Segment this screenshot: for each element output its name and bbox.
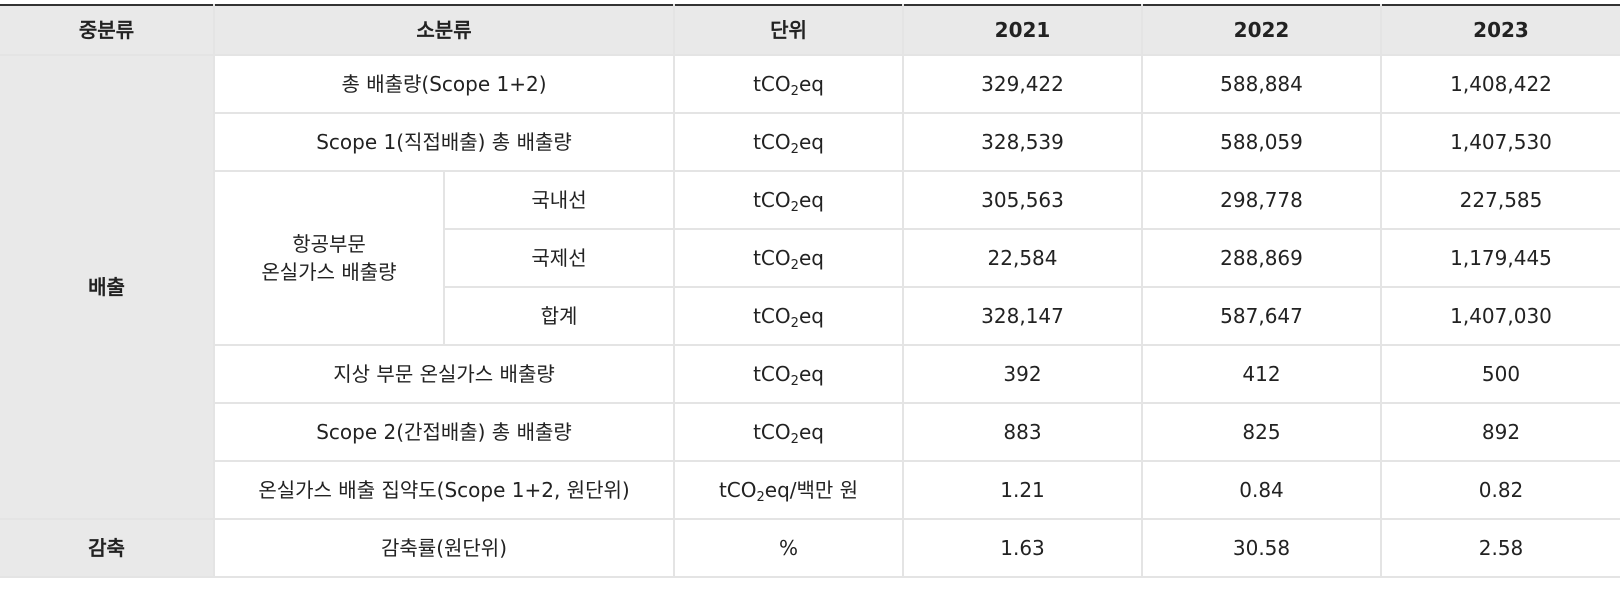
unit-subscript: 2 (790, 84, 799, 99)
value-cell: 22,584 (902, 228, 1144, 288)
row-label-total-scope12: 총 배출량(Scope 1+2) (212, 54, 676, 114)
unit-cell: tCO2eq (673, 54, 905, 114)
value-cell: 883 (902, 402, 1144, 462)
unit-subscript: 2 (756, 490, 765, 505)
category-reduction: 감축 (0, 518, 215, 578)
value-cell: 298,778 (1141, 170, 1383, 230)
row-label-intensity: 온실가스 배출 집약도(Scope 1+2, 원단위) (214, 460, 676, 520)
value-cell: 30.58 (1141, 518, 1383, 578)
value-cell: 1.21 (902, 460, 1144, 520)
value-cell: 588,884 (1141, 54, 1383, 114)
value-cell: 1,407,030 (1380, 286, 1620, 346)
header-year-2023: 2023 (1380, 5, 1620, 56)
unit-cell: tCO2eq (673, 402, 905, 462)
value-cell: 500 (1380, 344, 1620, 404)
row-label-reduction-rate: 감축률(원단위) (212, 518, 676, 578)
unit-cell: tCO2eq (673, 344, 905, 404)
table-row: Scope 2(간접배출) 총 배출량 tCO2eq 883 825 892 (0, 402, 1620, 462)
unit-prefix: tCO (753, 246, 791, 270)
unit-cell: tCO2eq (673, 228, 905, 288)
header-year-2021: 2021 (902, 5, 1144, 56)
header-mid-category: 중분류 (0, 5, 215, 56)
value-cell: 227,585 (1380, 170, 1620, 230)
unit-cell: tCO2eq (673, 112, 905, 172)
value-cell: 588,059 (1141, 112, 1383, 172)
unit-prefix: tCO (753, 304, 791, 328)
table-row: 감축 감축률(원단위) % 1.63 30.58 2.58 (0, 518, 1620, 578)
aviation-label-line1: 항공부문 (292, 232, 366, 256)
value-cell: 1,407,530 (1380, 112, 1620, 172)
unit-prefix: tCO (718, 478, 757, 502)
table-row: 합계 tCO2eq 328,147 587,647 1,407,030 (0, 286, 1620, 346)
value-cell: 0.82 (1380, 460, 1620, 520)
unit-subscript: 2 (790, 316, 799, 331)
value-cell: 587,647 (1141, 286, 1383, 346)
value-cell: 288,869 (1141, 228, 1383, 288)
unit-suffix: eq (798, 72, 824, 96)
table-row: 지상 부문 온실가스 배출량 tCO2eq 392 412 500 (0, 344, 1620, 404)
unit-prefix: tCO (753, 130, 791, 154)
unit-suffix: eq (798, 246, 824, 270)
value-cell: 1,179,445 (1380, 228, 1620, 288)
table-row: 항공부문 온실가스 배출량 국내선 tCO2eq 305,563 298,778 … (0, 170, 1620, 346)
row-label-scope2-total: Scope 2(간접배출) 총 배출량 (214, 402, 676, 462)
header-row: 중분류 소분류 단위 2021 2022 2023 (0, 5, 1620, 56)
unit-prefix: tCO (753, 362, 791, 386)
unit-subscript: 2 (790, 374, 799, 389)
value-cell: 328,539 (902, 112, 1144, 172)
value-cell: 1.63 (902, 518, 1144, 578)
value-cell: 305,563 (902, 170, 1144, 230)
unit-cell: tCO2eq (673, 170, 905, 230)
row-label-domestic: 국내선 (442, 170, 676, 230)
table-row: 온실가스 배출 집약도(Scope 1+2, 원단위) tCO2eq/백만 원 … (0, 460, 1620, 520)
aviation-label-line2: 온실가스 배출량 (261, 260, 397, 284)
unit-cell-percent: % (673, 518, 905, 578)
ghg-emissions-table: 중분류 소분류 단위 2021 2022 2023 배출 총 배출량(Scope… (0, 4, 1620, 578)
table-row: 국제선 tCO2eq 22,584 288,869 1,179,445 (0, 228, 1620, 288)
value-cell: 412 (1141, 344, 1383, 404)
unit-suffix: eq (798, 188, 824, 212)
unit-suffix: eq (798, 362, 824, 386)
unit-prefix: tCO (753, 188, 791, 212)
header-unit: 단위 (673, 5, 905, 56)
table-row: 배출 총 배출량(Scope 1+2) tCO2eq 329,422 588,8… (0, 54, 1620, 520)
unit-intensity-suffix: eq/백만 원 (764, 478, 859, 502)
header-year-2022: 2022 (1141, 5, 1383, 56)
value-cell: 329,422 (902, 54, 1144, 114)
row-label-ground: 지상 부문 온실가스 배출량 (214, 344, 676, 404)
unit-subscript: 2 (790, 432, 799, 447)
value-cell: 892 (1380, 402, 1620, 462)
value-cell: 1,408,422 (1380, 54, 1620, 114)
row-label-scope1-total: Scope 1(직접배출) 총 배출량 (214, 112, 676, 172)
unit-cell: tCO2eq/백만 원 (673, 460, 905, 520)
header-sub-category: 소분류 (212, 5, 676, 56)
row-label-subtotal: 합계 (444, 286, 676, 346)
unit-subscript: 2 (790, 200, 799, 215)
unit-prefix: tCO (753, 420, 791, 444)
unit-subscript: 2 (790, 258, 799, 273)
row-label-international: 국제선 (444, 228, 676, 288)
value-cell: 392 (902, 344, 1144, 404)
table-row: Scope 1(직접배출) 총 배출량 tCO2eq 328,539 588,0… (0, 112, 1620, 172)
category-emission: 배출 (0, 54, 215, 520)
unit-suffix: eq (798, 304, 824, 328)
unit-subscript: 2 (790, 142, 799, 157)
value-cell: 825 (1141, 402, 1383, 462)
value-cell: 2.58 (1380, 518, 1620, 578)
unit-prefix: tCO (753, 72, 791, 96)
value-cell: 328,147 (902, 286, 1144, 346)
unit-suffix: eq (798, 420, 824, 444)
value-cell: 0.84 (1141, 460, 1383, 520)
unit-cell: tCO2eq (673, 286, 905, 346)
unit-suffix: eq (798, 130, 824, 154)
